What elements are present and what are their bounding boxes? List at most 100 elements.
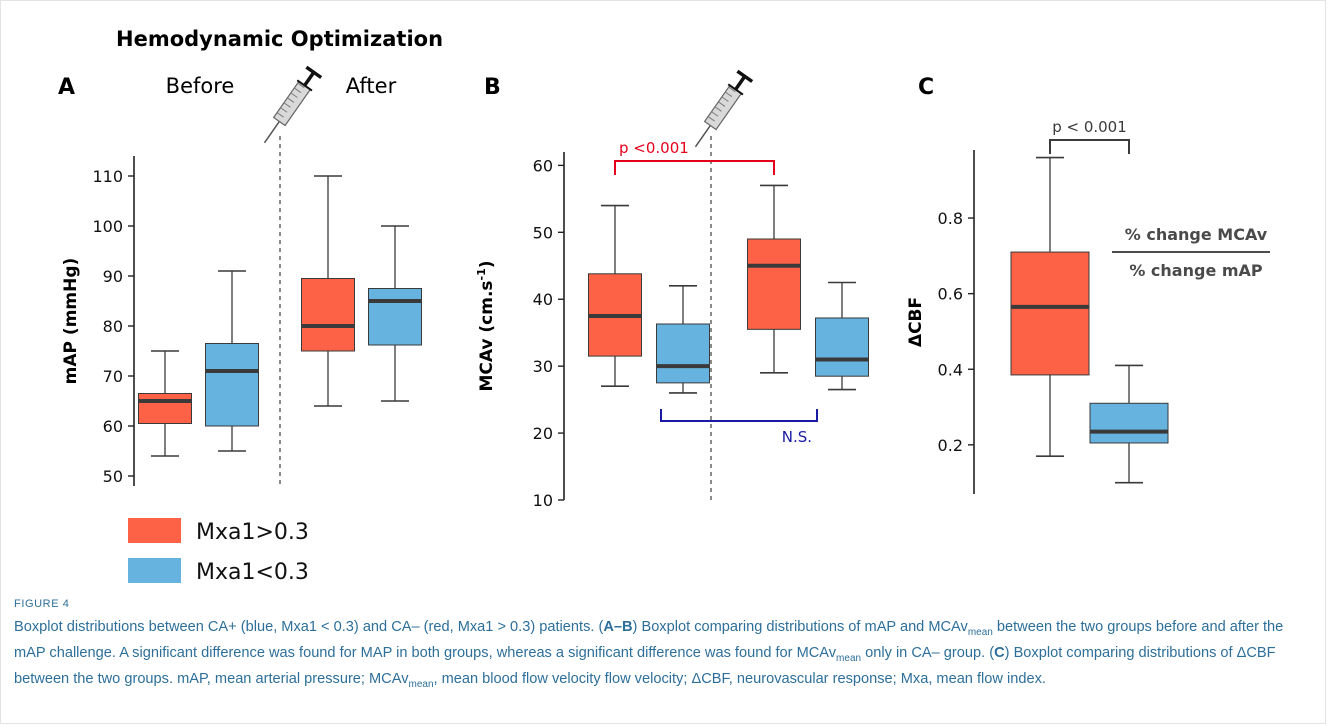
phase-label-before: Before <box>166 74 235 98</box>
bracket-label: N.S. <box>782 428 812 446</box>
y-tick-label: 0.2 <box>938 436 963 455</box>
syringe-graduation <box>707 116 715 122</box>
panel-letter: A <box>58 75 75 100</box>
syringe-icon <box>694 69 754 148</box>
syringe-flange <box>296 79 313 92</box>
y-tick-label: 100 <box>92 217 123 236</box>
y-tick-label: 0.4 <box>938 360 963 379</box>
syringe-graduation <box>711 111 719 117</box>
y-tick-label: 50 <box>533 223 553 242</box>
y-tick-label: 0.8 <box>938 209 963 228</box>
y-tick-label: 0.6 <box>938 285 963 304</box>
syringe-plunger <box>734 75 747 91</box>
iqr-box <box>747 238 801 330</box>
box-mxa-low <box>1089 364 1169 484</box>
box-mxa-low-before <box>656 285 710 394</box>
ns-bracket: N.S. <box>660 409 818 446</box>
iqr-box <box>205 343 259 427</box>
ratio-numerator: % change MCAv <box>1125 225 1268 244</box>
panel-c: C 0.2 0.4 0.6 0.8 ΔCBF p < 0.001 % change MCAv%… <box>906 75 1270 494</box>
iqr-box <box>1010 251 1090 376</box>
legend: Mxa1>0.3 Mxa1<0.3 <box>128 518 309 585</box>
figure-caption: Boxplot distributions between CA+ (blue,… <box>14 617 1314 695</box>
bracket-line <box>660 409 818 422</box>
box-mxa-high-after <box>747 184 801 374</box>
y-tick-label: 20 <box>533 424 553 443</box>
y-axis-label-text: mAP (mmHg) <box>61 258 81 385</box>
y-tick-label: 30 <box>533 357 553 376</box>
y-tick-label: 70 <box>103 367 123 386</box>
caption-subscript: mean <box>967 626 993 638</box>
caption-run: between the two groups before and after … <box>14 619 1284 661</box>
caption-panel-ref: C <box>994 644 1005 661</box>
caption-run: , mean blood flow velocity flow velocity… <box>433 670 1046 687</box>
syringe-needle <box>694 125 711 148</box>
y-tick-label: 90 <box>103 267 123 286</box>
bracket-line <box>1049 139 1130 154</box>
box-mxa-high <box>1010 156 1090 457</box>
caption-subscript: mean <box>408 678 434 690</box>
box-mxa-high-before <box>138 350 192 457</box>
y-axis-label: ΔCBF <box>906 297 926 347</box>
y-axis-label: MCAv (cm.s-1) <box>475 260 497 391</box>
panel-a: A 50 60 70 80 90 100 110 mAP (mmHg) Hemodynamic O… <box>58 27 443 486</box>
iqr-box <box>815 317 869 377</box>
legend-swatch <box>128 518 181 543</box>
y-axis-label-text: ΔCBF <box>906 297 926 347</box>
box-mxa-low-after <box>368 225 422 402</box>
caption-run: ) Boxplot comparing distributions of mAP… <box>632 619 968 635</box>
y-axis-label: mAP (mmHg) <box>61 258 81 385</box>
legend-label: Mxa1>0.3 <box>196 520 309 545</box>
box-mxa-low-before <box>205 270 259 452</box>
iqr-box <box>656 323 710 384</box>
box-mxa-low-after <box>815 281 869 391</box>
panel-letter: C <box>918 75 934 100</box>
syringe-graduation <box>283 102 291 108</box>
caption-subscript: mean <box>836 652 862 664</box>
figure-label: FIGURE 4 <box>14 598 70 610</box>
syringe-plunger <box>303 71 316 87</box>
syringe-graduation <box>280 107 288 113</box>
y-tick-label: 80 <box>103 317 123 336</box>
bracket-label: p < 0.001 <box>1052 118 1127 136</box>
syringe-graduation <box>728 86 736 93</box>
syringe-needle <box>263 121 280 144</box>
significance-bracket: p <0.001 <box>614 139 775 175</box>
syringe-graduation <box>293 87 302 93</box>
bracket-label: p <0.001 <box>619 139 689 157</box>
caption-run: Boxplot distributions between CA+ (blue,… <box>14 619 604 635</box>
significance-bracket: p < 0.001 <box>1049 118 1130 154</box>
ratio-denominator: % change mAP <box>1129 261 1263 280</box>
panel-b: B 10 20 30 40 50 60 MCAv (cm.s-1) p <0.001 N.S. <box>475 75 869 510</box>
syringe-flange <box>727 83 744 96</box>
phase-label-after: After <box>346 74 397 98</box>
y-tick-label: 10 <box>533 491 553 510</box>
caption-run: only in CA– group. ( <box>861 644 995 661</box>
y-tick-label: 60 <box>103 417 123 436</box>
bracket-line <box>614 160 775 175</box>
syringe-graduation <box>287 97 295 103</box>
syringe-graduation <box>714 106 722 112</box>
syringe-graduation <box>290 92 298 98</box>
syringe-barrel <box>272 80 312 127</box>
box-mxa-high-before <box>588 204 642 388</box>
caption-panel-ref: A–B <box>603 619 633 635</box>
hemodynamic-header: Hemodynamic Optimization <box>116 27 443 51</box>
y-axis-label-close: ) <box>477 260 497 268</box>
syringe-icon <box>263 65 323 144</box>
syringe-graduation <box>718 101 726 107</box>
y-axis-label-text: MCAv (cm.s <box>477 280 497 391</box>
syringe-graduation <box>721 96 729 102</box>
syringe-barrel <box>703 84 743 131</box>
syringe-graduation <box>724 91 733 97</box>
syringe-plunger-head <box>736 69 754 83</box>
caption-run: ) Boxplot comparing distributions of ΔCB… <box>14 644 1276 687</box>
iqr-box <box>1089 402 1169 444</box>
y-tick-label: 60 <box>533 156 553 175</box>
legend-swatch <box>128 558 181 583</box>
box-mxa-high-after <box>301 175 355 407</box>
syringe-plunger-head <box>305 65 323 79</box>
iqr-box <box>138 393 192 424</box>
iqr-box <box>368 288 422 346</box>
